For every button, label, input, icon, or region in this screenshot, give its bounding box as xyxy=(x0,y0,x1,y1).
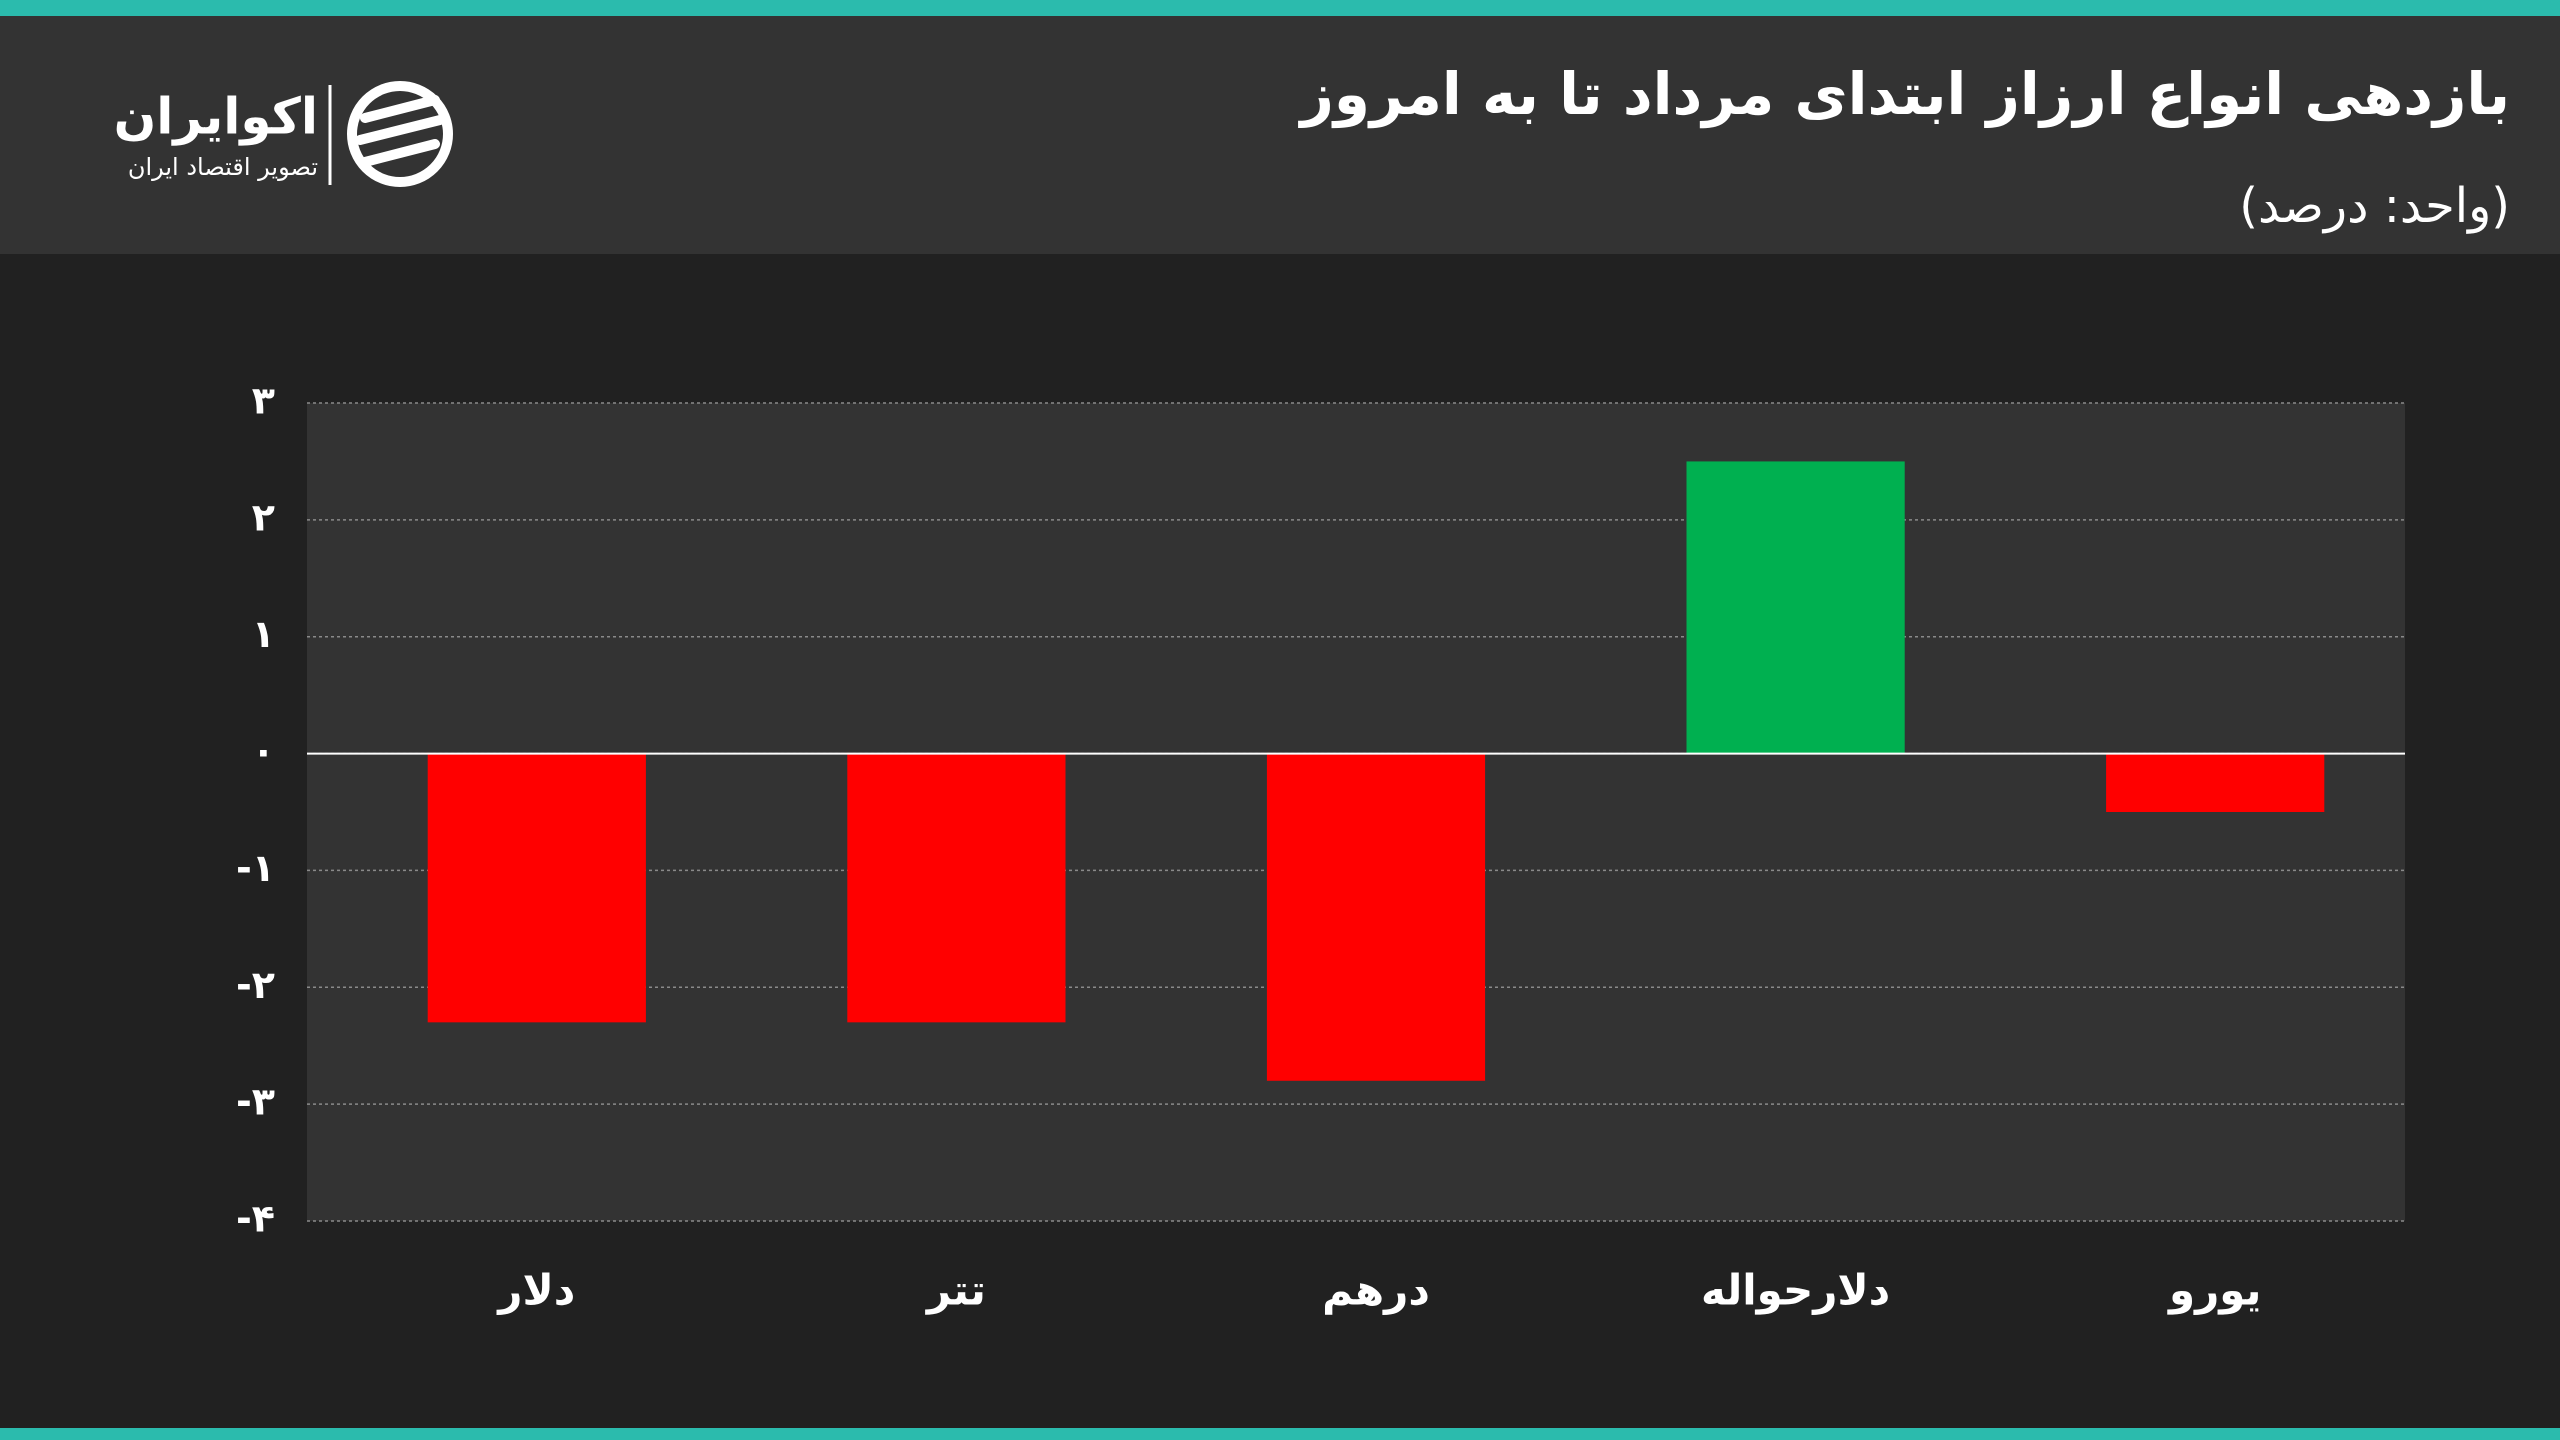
x-tick-label: دلار xyxy=(496,1266,575,1315)
y-tick-label: -۳ xyxy=(236,1080,275,1124)
bar xyxy=(1686,461,1905,754)
bar xyxy=(1266,753,1486,1081)
y-tick-label: -۲ xyxy=(236,963,275,1007)
x-tick-label: دلارحواله xyxy=(1701,1266,1890,1316)
logo-icon-stripes xyxy=(355,95,445,167)
y-tick-label: ۲ xyxy=(252,495,275,539)
chart-subtitle: (واحد: درصد) xyxy=(2239,178,2510,234)
y-tick-label: -۴ xyxy=(236,1197,275,1241)
x-tick-label: یورو xyxy=(2167,1266,2261,1316)
y-tick-label: -۱ xyxy=(236,846,275,890)
y-tick-label: ۰ xyxy=(252,729,275,773)
logo: اکوایران تصویر اقتصاد ایران xyxy=(114,81,453,187)
y-tick-label: ۳ xyxy=(252,379,275,423)
logo-name: اکوایران xyxy=(114,88,318,147)
header xyxy=(0,16,2560,254)
x-tick-label: درهم xyxy=(1322,1266,1430,1315)
y-tick-label: ۱ xyxy=(252,612,275,656)
bar xyxy=(847,753,1066,1023)
bar xyxy=(2106,753,2325,812)
x-tick-label: تتر xyxy=(925,1266,986,1316)
logo-tagline: تصویر اقتصاد ایران xyxy=(128,153,318,181)
chart-title: بازدهی انواع ارزاز ابتدای مرداد تا به ام… xyxy=(1297,60,2510,129)
logo-icon xyxy=(347,81,453,187)
top-bar xyxy=(0,0,2560,16)
bar xyxy=(427,753,646,1023)
bottom-bar xyxy=(0,1428,2560,1440)
